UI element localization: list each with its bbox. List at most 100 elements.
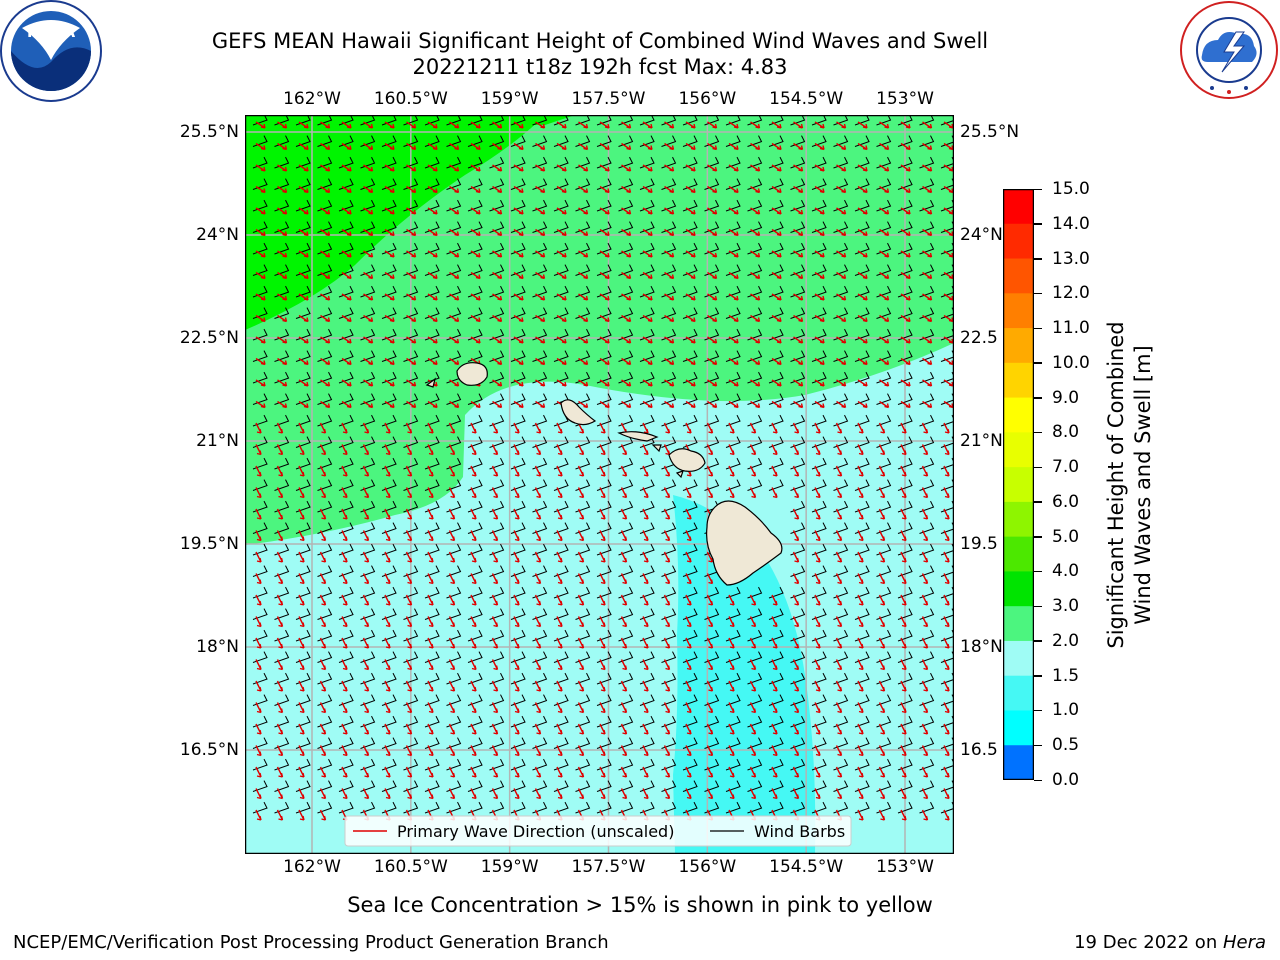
wind-barb <box>295 414 311 427</box>
wave-direction-arrow <box>341 422 348 434</box>
wave-direction-arrow <box>534 637 542 649</box>
wave-direction-arrow <box>449 121 460 129</box>
wave-direction-arrow <box>276 508 284 520</box>
wave-direction-arrow <box>427 680 434 692</box>
wave-direction-arrow <box>449 164 460 172</box>
wind-barb <box>682 414 698 427</box>
wave-direction-arrow <box>427 788 434 800</box>
wave-direction-arrow <box>814 788 821 800</box>
wave-direction-arrow <box>836 121 847 129</box>
colorbar-tick-mark <box>1034 223 1042 225</box>
wind-barb <box>596 801 612 814</box>
wave-direction-arrow <box>535 250 546 258</box>
wave-direction-arrow <box>513 616 520 628</box>
colorbar-tick-label: 15.0 <box>1052 179 1090 199</box>
wave-direction-arrow <box>857 745 864 757</box>
lat-tick-right: 21°N <box>960 431 1003 451</box>
wind-barb <box>747 737 763 749</box>
wave-direction-arrow <box>255 723 262 735</box>
wave-direction-arrow <box>384 766 391 778</box>
wave-direction-arrow <box>362 745 370 757</box>
wave-direction-arrow <box>491 745 499 757</box>
wind-barb <box>532 694 548 706</box>
wave-direction-arrow <box>642 659 649 671</box>
wave-direction-arrow <box>857 228 868 237</box>
wind-barb <box>897 565 913 577</box>
colorbar-tick-mark <box>1034 258 1042 260</box>
wind-barb <box>833 543 849 556</box>
wind-barb <box>833 414 849 427</box>
wave-direction-arrow <box>406 314 417 323</box>
colorbar-segment <box>1003 675 1034 711</box>
wave-direction-arrow <box>578 185 589 194</box>
svg-text:NOAA: NOAA <box>27 23 76 41</box>
wave-direction-arrow <box>749 422 757 434</box>
wind-barb <box>596 694 612 706</box>
wind-barb <box>575 737 591 749</box>
wind-barb <box>424 543 440 556</box>
wind-barb <box>252 737 268 749</box>
wind-barb <box>317 672 333 685</box>
wave-direction-arrow <box>771 487 778 499</box>
wave-direction-arrow <box>771 271 782 280</box>
wave-direction-arrow <box>663 766 671 778</box>
wind-barb <box>446 586 462 599</box>
wind-barb <box>575 436 591 448</box>
wave-direction-arrow <box>491 659 499 671</box>
wind-barb <box>790 565 806 577</box>
wave-direction-arrow <box>771 422 778 434</box>
wave-direction-arrow <box>642 680 649 692</box>
wave-direction-arrow <box>534 444 542 456</box>
wind-barb <box>854 737 870 749</box>
wave-direction-arrow <box>384 400 395 409</box>
wave-direction-arrow <box>470 465 477 477</box>
wave-direction-arrow <box>749 723 757 735</box>
wind-barb <box>489 543 505 556</box>
wave-direction-arrow <box>900 616 907 628</box>
wind-barb <box>553 715 569 728</box>
wave-direction-arrow <box>900 400 911 409</box>
wind-barb <box>618 586 634 599</box>
wind-barb <box>403 565 419 577</box>
wave-direction-arrow <box>879 379 890 387</box>
wind-barb <box>381 500 397 513</box>
wave-direction-arrow <box>255 293 266 301</box>
wind-barb <box>403 522 419 534</box>
wave-direction-arrow <box>255 185 266 194</box>
wind-barb <box>467 651 483 663</box>
wind-barb <box>811 479 827 491</box>
wave-direction-arrow <box>664 379 675 387</box>
wind-barb <box>618 801 634 814</box>
wave-direction-arrow <box>620 594 628 606</box>
wave-direction-arrow <box>750 164 761 172</box>
wave-direction-arrow <box>492 250 503 258</box>
wind-barb <box>661 414 677 427</box>
wind-barb <box>639 457 655 470</box>
wave-direction-arrow <box>793 336 804 344</box>
wave-direction-arrow <box>728 637 735 649</box>
wave-direction-arrow <box>319 788 327 800</box>
wind-barb <box>467 801 483 814</box>
wind-barb <box>639 758 655 771</box>
wave-direction-arrow <box>943 723 950 735</box>
colorbar-tick-mark <box>1034 605 1042 608</box>
wind-barb <box>725 801 741 814</box>
wind-barb <box>639 801 655 814</box>
wave-direction-arrow <box>857 616 864 628</box>
wind-barb <box>467 780 483 792</box>
wave-direction-arrow <box>556 465 563 477</box>
colorbar-tick-label: 3.0 <box>1052 596 1080 617</box>
wave-direction-arrow <box>921 487 929 499</box>
wave-direction-arrow <box>857 702 864 714</box>
wave-direction-arrow <box>448 465 456 477</box>
wave-direction-arrow <box>556 422 563 434</box>
colorbar-segment <box>1003 258 1034 294</box>
wind-barb <box>446 715 462 728</box>
wave-direction-arrow <box>491 616 499 628</box>
wave-direction-arrow <box>513 314 524 323</box>
wind-barb <box>252 801 268 814</box>
island-maui <box>668 448 706 472</box>
wave-direction-arrow <box>857 271 868 280</box>
wave-direction-arrow <box>298 185 309 194</box>
wave-height-map[interactable]: Primary Wave Direction (unscaled) Wind B… <box>245 115 954 854</box>
